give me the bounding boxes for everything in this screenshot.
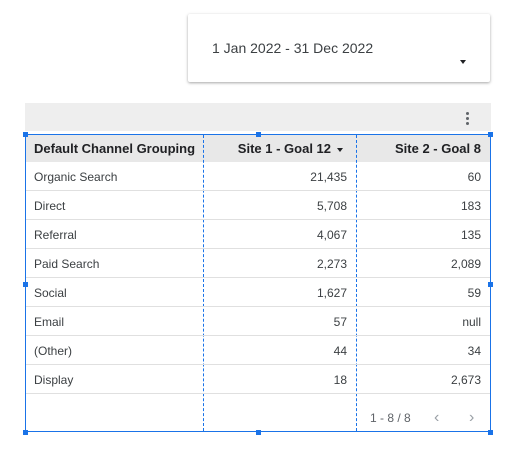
chevron-left-icon[interactable]: ‹ — [434, 409, 440, 426]
resize-handle-bottom-right[interactable] — [488, 430, 493, 435]
date-range-label: 1 Jan 2022 - 31 Dec 2022 — [212, 40, 374, 56]
cell-site2-goal8: 59 — [467, 286, 481, 300]
resize-handle-bottom-left[interactable] — [23, 430, 28, 435]
cell-channel: Paid Search — [34, 257, 100, 271]
cell-channel: Organic Search — [34, 170, 118, 184]
cell-channel: Display — [34, 373, 74, 387]
resize-handle-bottom[interactable] — [256, 430, 261, 435]
column-header-site2-goal8[interactable]: Site 2 - Goal 8 — [395, 141, 481, 156]
cell-site2-goal8: 60 — [467, 170, 481, 184]
column-header-channel-grouping[interactable]: Default Channel Grouping — [34, 141, 196, 156]
cell-site2-goal8: 2,089 — [450, 257, 481, 271]
table-toolbar — [25, 103, 491, 131]
table-row[interactable]: Paid Search 2,273 2,089 — [26, 249, 490, 278]
resize-handle-top[interactable] — [256, 132, 261, 137]
data-table[interactable]: Default Channel Grouping Site 1 - Goal 1… — [25, 134, 491, 432]
cell-site1-goal12: 1,627 — [316, 286, 347, 300]
table-body: Organic Search 21,435 60 Direct 5,708 183 Refe… — [26, 162, 490, 394]
resize-handle-top-left[interactable] — [23, 132, 28, 137]
cell-channel: Social — [34, 286, 67, 300]
cell-site1-goal12: 44 — [333, 344, 347, 358]
cell-site1-goal12: 18 — [333, 373, 347, 387]
cell-channel: (Other) — [34, 344, 73, 358]
pagination: 1 - 8 / 8 ‹ › — [26, 409, 490, 429]
cell-site2-goal8: 135 — [460, 228, 481, 242]
cell-site2-goal8: 2,673 — [450, 373, 481, 387]
table-row[interactable]: Direct 5,708 183 — [26, 191, 490, 220]
caret-down-icon — [460, 60, 466, 64]
cell-site1-goal12: 2,273 — [316, 257, 347, 271]
cell-channel: Referral — [34, 228, 77, 242]
column-divider[interactable] — [356, 135, 357, 431]
pagination-range: 1 - 8 / 8 — [370, 411, 411, 425]
table-row[interactable]: Referral 4,067 135 — [26, 220, 490, 249]
table-row[interactable]: Social 1,627 59 — [26, 278, 490, 307]
table-header-row: Default Channel Grouping Site 1 - Goal 1… — [26, 135, 490, 162]
resize-handle-left[interactable] — [23, 282, 28, 287]
cell-site1-goal12: 57 — [333, 315, 347, 329]
resize-handle-right[interactable] — [488, 282, 493, 287]
date-range-picker[interactable]: 1 Jan 2022 - 31 Dec 2022 — [188, 14, 490, 82]
table-row[interactable]: Organic Search 21,435 60 — [26, 162, 490, 191]
cell-site1-goal12: 4,067 — [316, 228, 347, 242]
more-vert-icon[interactable] — [462, 112, 472, 128]
cell-site1-goal12: 5,708 — [316, 199, 347, 213]
cell-site1-goal12: 21,435 — [310, 170, 347, 184]
column-header-site1-goal12[interactable]: Site 1 - Goal 12 — [204, 135, 357, 162]
sort-desc-icon — [337, 147, 343, 152]
chevron-right-icon[interactable]: › — [469, 409, 475, 426]
resize-handle-top-right[interactable] — [488, 132, 493, 137]
cell-channel: Email — [34, 315, 65, 329]
table-row[interactable]: (Other) 44 34 — [26, 336, 490, 365]
cell-site2-goal8: 34 — [467, 344, 481, 358]
cell-site2-goal8: 183 — [460, 199, 481, 213]
table-row[interactable]: Email 57 null — [26, 307, 490, 336]
cell-site2-goal8: null — [462, 315, 481, 329]
cell-channel: Direct — [34, 199, 66, 213]
table-row[interactable]: Display 18 2,673 — [26, 365, 490, 394]
column-divider[interactable] — [203, 135, 204, 431]
